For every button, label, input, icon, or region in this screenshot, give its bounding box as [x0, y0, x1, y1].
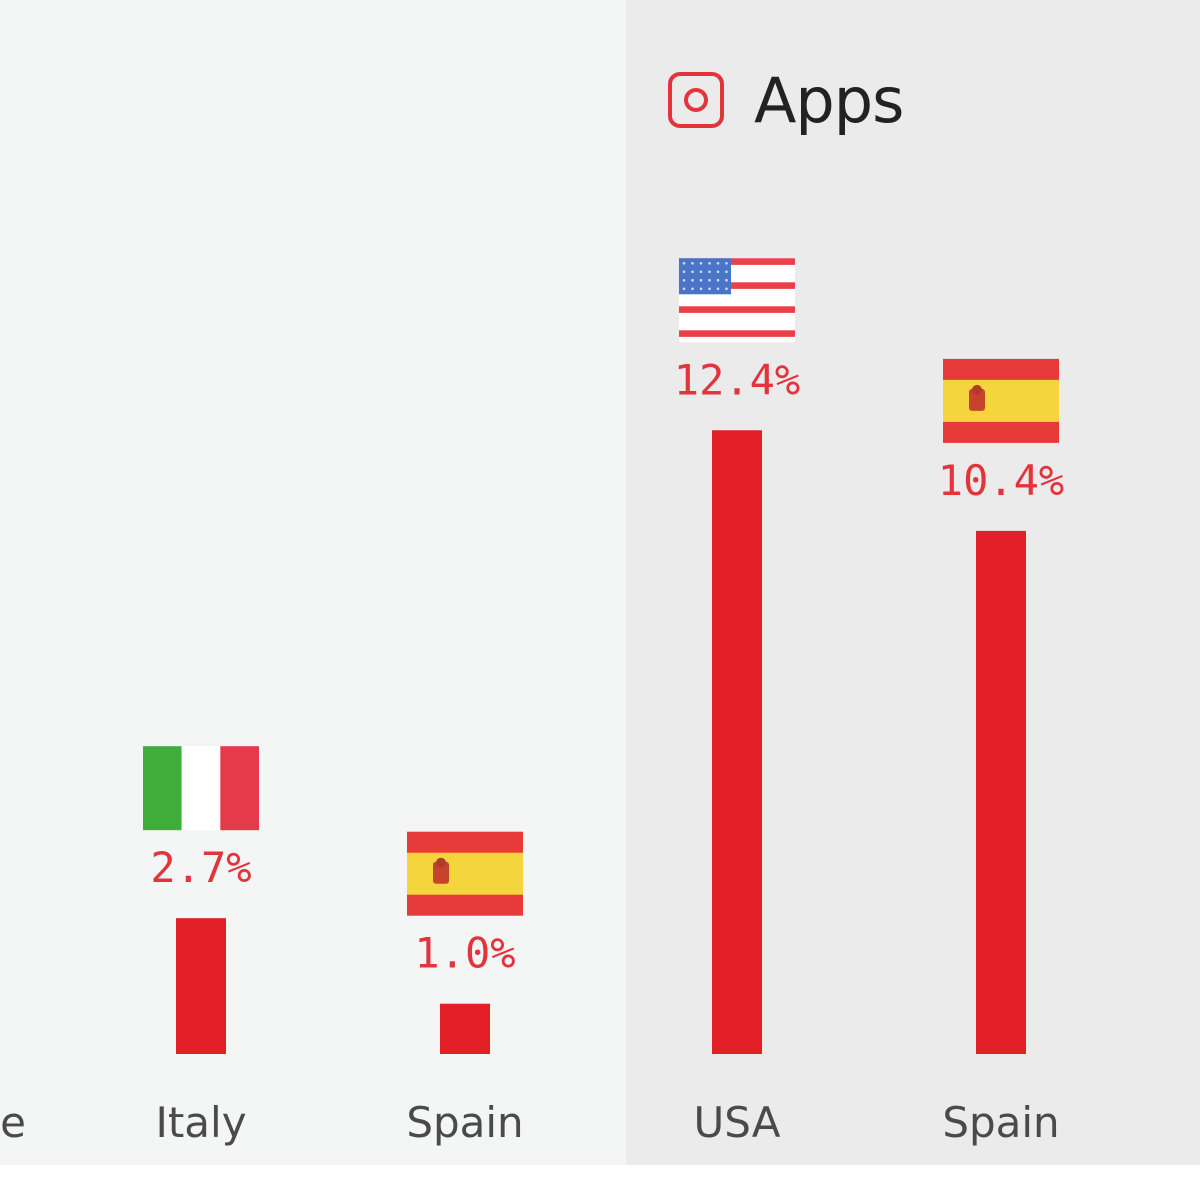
- apps-value-label-0: 12.4%: [674, 355, 800, 404]
- left-value-label-2: 1.0%: [414, 929, 515, 978]
- left-category-label-0: …e: [0, 1098, 26, 1147]
- apps-category-label-0: USA: [694, 1098, 781, 1147]
- left-spain-flag-icon-2: [407, 831, 523, 916]
- left-bar-chart: …e Italy 2.7% Spain 1.0%: [0, 746, 524, 1147]
- left-value-label-1: 2.7%: [150, 843, 251, 892]
- left-chart-panel: …e Italy 2.7% Spain 1.0%: [0, 0, 626, 1165]
- apps-bar-1: [976, 530, 1026, 1054]
- apps-spain-flag-icon-1: [943, 358, 1059, 443]
- left-italy-flag-icon-1: [143, 746, 259, 831]
- left-bar-2: [440, 1003, 490, 1054]
- rounded-square-circle-icon: [668, 72, 724, 128]
- left-category-label-1: Italy: [155, 1098, 246, 1147]
- apps-chart-panel: Apps USA 12.4% Spain 10.4%: [626, 0, 1200, 1165]
- left-category-label-2: Spain: [406, 1098, 523, 1147]
- apps-section-title: Apps: [754, 63, 904, 137]
- left-bar-1: [176, 918, 226, 1054]
- apps-usa-flag-icon-0: [679, 258, 795, 343]
- apps-category-label-1: Spain: [942, 1098, 1059, 1147]
- apps-bar-chart: USA 12.4% Spain 10.4%: [674, 258, 1064, 1147]
- apps-section-header: Apps: [666, 60, 904, 140]
- apps-value-label-1: 10.4%: [938, 456, 1064, 505]
- apps-bar-0: [712, 430, 762, 1054]
